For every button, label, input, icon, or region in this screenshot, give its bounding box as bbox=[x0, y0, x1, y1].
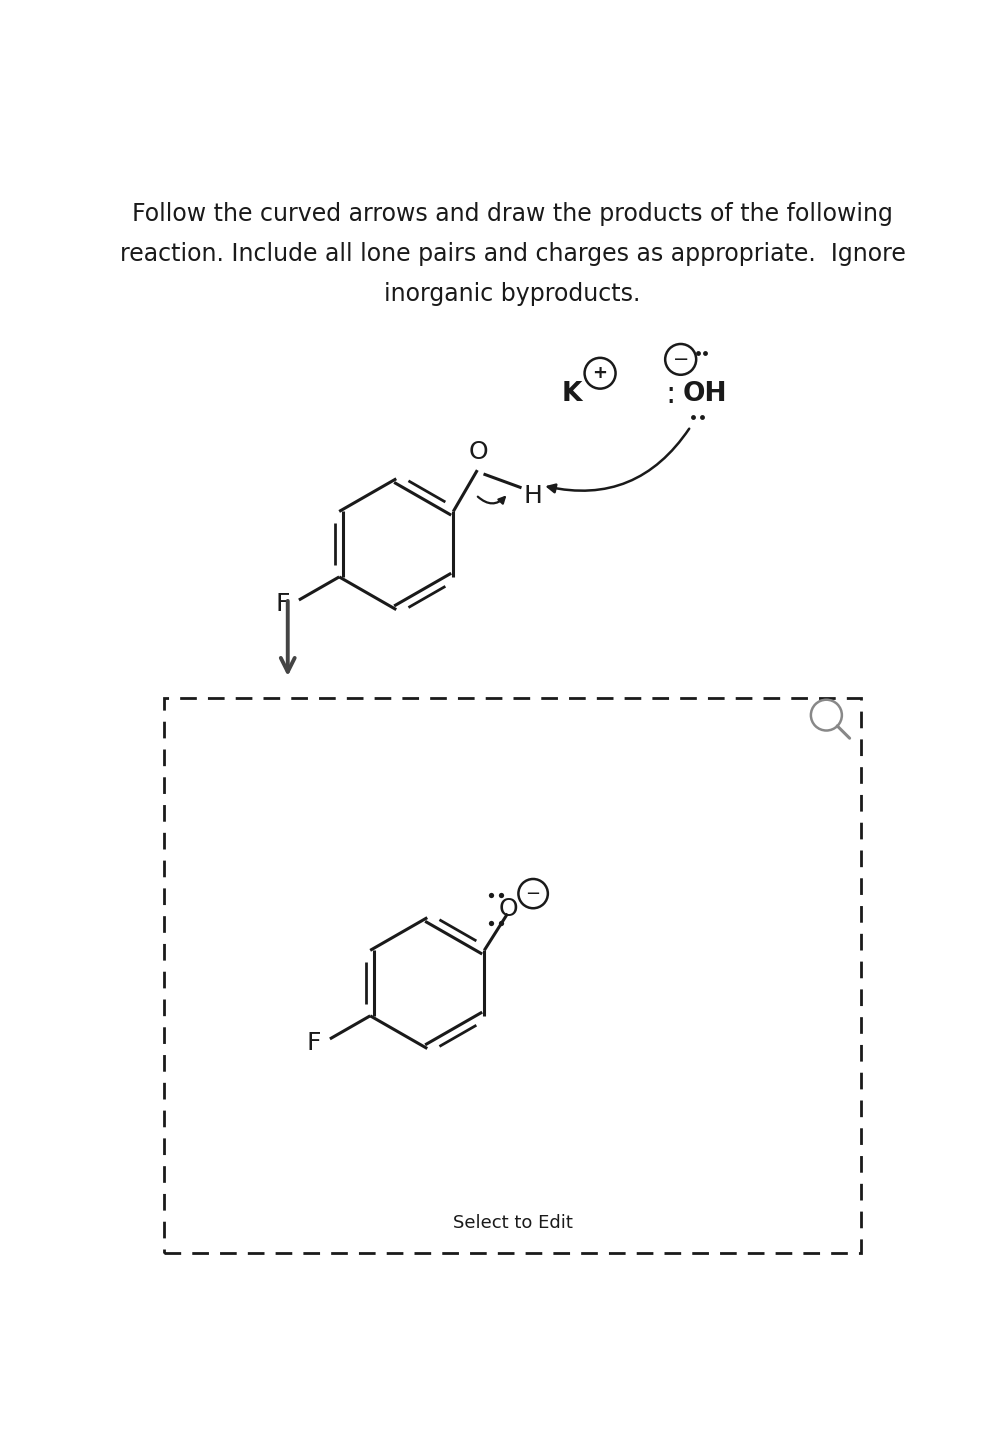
Text: O: O bbox=[469, 440, 489, 464]
Text: O: O bbox=[499, 897, 518, 921]
FancyArrowPatch shape bbox=[548, 428, 689, 492]
Text: K: K bbox=[562, 381, 582, 407]
Text: F: F bbox=[275, 591, 290, 616]
Text: +: + bbox=[593, 365, 608, 382]
Text: inorganic byproducts.: inorganic byproducts. bbox=[384, 283, 641, 306]
Text: reaction. Include all lone pairs and charges as appropriate.  Ignore: reaction. Include all lone pairs and cha… bbox=[120, 242, 905, 267]
Text: −: − bbox=[526, 884, 541, 903]
FancyArrowPatch shape bbox=[478, 496, 505, 503]
Text: :: : bbox=[666, 379, 676, 408]
Text: −: − bbox=[672, 350, 689, 369]
Text: F: F bbox=[306, 1031, 321, 1054]
Text: Follow the curved arrows and draw the products of the following: Follow the curved arrows and draw the pr… bbox=[132, 202, 893, 225]
Text: H: H bbox=[524, 483, 543, 508]
Text: Select to Edit: Select to Edit bbox=[453, 1214, 572, 1233]
Text: OH: OH bbox=[683, 381, 728, 407]
